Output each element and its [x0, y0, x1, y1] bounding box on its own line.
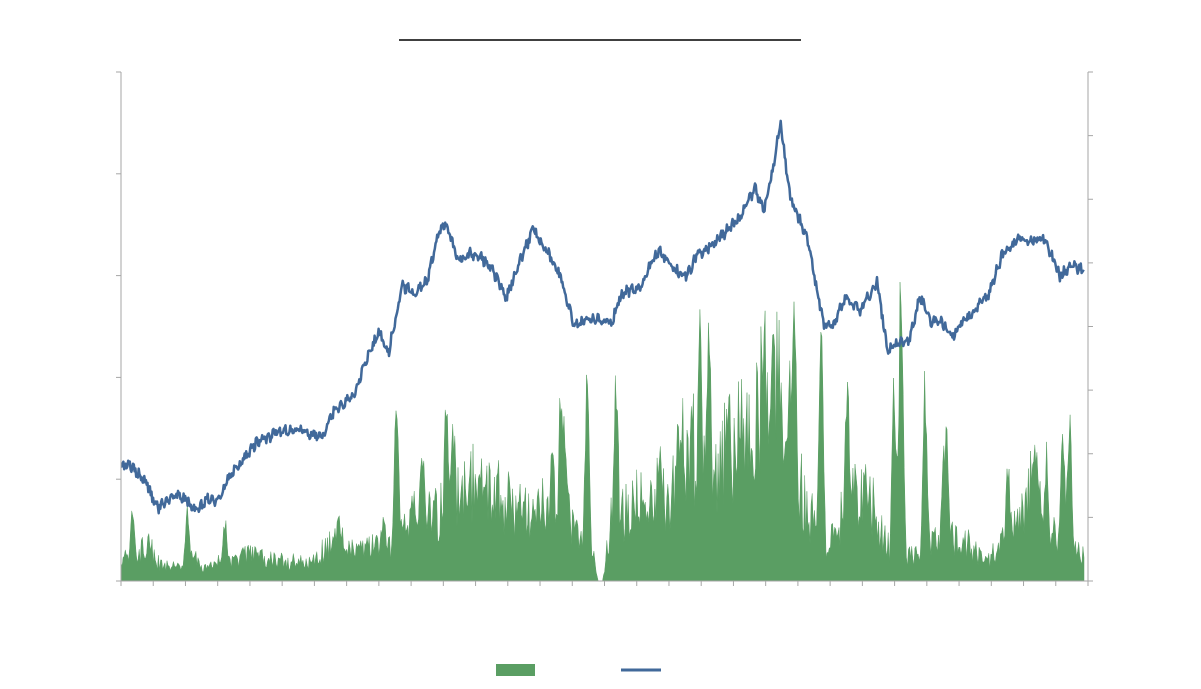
axes-layer: [116, 71, 1093, 586]
volume-area-series: [120, 282, 1085, 582]
legend: [496, 664, 661, 676]
volume-area-layer: [120, 282, 1085, 582]
price-line-series: [120, 119, 1085, 515]
price-line-layer: [120, 119, 1085, 515]
legend-swatch-area: [496, 664, 535, 676]
